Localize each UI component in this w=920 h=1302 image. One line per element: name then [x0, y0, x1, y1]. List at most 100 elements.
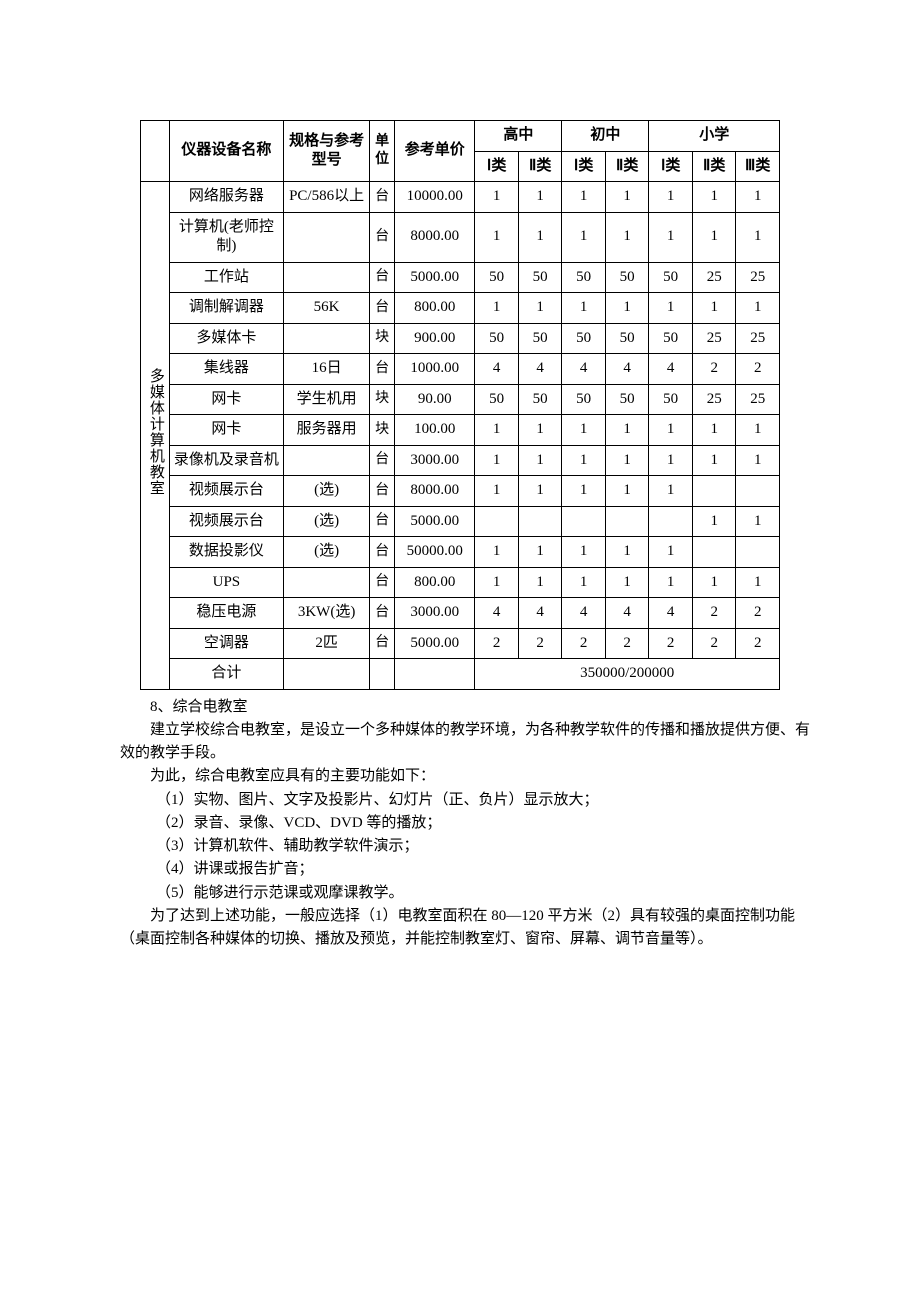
para-feature-3: （3）计算机软件、辅助教学软件演示；	[120, 835, 820, 858]
cell-qty: 1	[518, 182, 562, 213]
cell-name: 视频展示台	[169, 506, 284, 537]
cell-qty: 1	[475, 415, 519, 446]
cell-qty: 1	[562, 567, 606, 598]
cell-qty: 1	[692, 445, 736, 476]
cell-qty: 1	[475, 476, 519, 507]
cell-qty: 1	[518, 445, 562, 476]
cell-qty: 25	[736, 262, 780, 293]
table-row: 多媒体计算机教室网络服务器PC/586以上台10000.001111111	[141, 182, 780, 213]
cell-qty: 50	[518, 262, 562, 293]
cell-spec: 2匹	[284, 628, 370, 659]
header-ps-2: Ⅱ类	[692, 151, 736, 182]
cell-unit: 块	[370, 415, 395, 446]
cell-qty: 2	[692, 354, 736, 385]
cell-qty: 1	[692, 415, 736, 446]
header-ms-2: Ⅱ类	[605, 151, 649, 182]
cell-qty: 50	[649, 323, 693, 354]
para-features-lead: 为此，综合电教室应具有的主要功能如下：	[120, 765, 820, 788]
cell-qty: 1	[605, 567, 649, 598]
cell-name: 网络服务器	[169, 182, 284, 213]
cell-price: 800.00	[395, 567, 475, 598]
cell-name: 录像机及录音机	[169, 445, 284, 476]
cell-blank	[395, 659, 475, 690]
cell-name: 稳压电源	[169, 598, 284, 629]
cell-qty: 4	[562, 354, 606, 385]
cell-qty: 1	[649, 212, 693, 262]
table-row: 多媒体卡块900.0050505050502525	[141, 323, 780, 354]
cell-qty: 1	[562, 212, 606, 262]
cell-unit: 台	[370, 506, 395, 537]
cell-price: 800.00	[395, 293, 475, 324]
table-row: 数据投影仪(选)台50000.0011111	[141, 537, 780, 568]
header-price: 参考单价	[395, 121, 475, 182]
cell-unit: 台	[370, 598, 395, 629]
para-feature-2: （2）录音、录像、VCD、DVD 等的播放；	[120, 812, 820, 835]
cell-qty: 50	[518, 384, 562, 415]
cell-qty: 1	[562, 537, 606, 568]
table-row: 视频展示台(选)台8000.0011111	[141, 476, 780, 507]
cell-qty: 1	[605, 476, 649, 507]
cell-price: 5000.00	[395, 506, 475, 537]
cell-qty: 1	[605, 415, 649, 446]
cell-qty: 1	[649, 182, 693, 213]
header-group-ms: 初中	[562, 121, 649, 152]
cell-qty: 4	[518, 598, 562, 629]
cell-name: 视频展示台	[169, 476, 284, 507]
para-section-title: 8、综合电教室	[120, 696, 820, 719]
cell-unit: 台	[370, 445, 395, 476]
cell-qty: 4	[649, 354, 693, 385]
cell-qty: 1	[475, 445, 519, 476]
cell-price: 1000.00	[395, 354, 475, 385]
table-row: 计算机(老师控制)台8000.001111111	[141, 212, 780, 262]
cell-qty: 4	[475, 598, 519, 629]
cell-qty: 25	[692, 323, 736, 354]
cell-qty: 1	[736, 506, 780, 537]
table-row: 网卡服务器用块100.001111111	[141, 415, 780, 446]
cell-qty: 1	[475, 182, 519, 213]
cell-qty: 1	[518, 537, 562, 568]
cell-qty: 50	[562, 384, 606, 415]
cell-price: 90.00	[395, 384, 475, 415]
cell-qty	[692, 537, 736, 568]
para-feature-5: （5）能够进行示范课或观摩课教学。	[120, 882, 820, 905]
cell-price: 900.00	[395, 323, 475, 354]
cell-qty	[736, 537, 780, 568]
cell-qty: 1	[692, 293, 736, 324]
cell-name: 空调器	[169, 628, 284, 659]
cell-spec: 3KW(选)	[284, 598, 370, 629]
table-row: 稳压电源3KW(选)台3000.004444422	[141, 598, 780, 629]
cell-qty: 1	[692, 567, 736, 598]
header-group-ps: 小学	[649, 121, 780, 152]
cell-qty: 50	[562, 262, 606, 293]
cell-name: 计算机(老师控制)	[169, 212, 284, 262]
cell-qty: 4	[518, 354, 562, 385]
cell-qty: 4	[475, 354, 519, 385]
cell-qty: 2	[736, 598, 780, 629]
cell-unit: 块	[370, 323, 395, 354]
cell-qty: 2	[692, 628, 736, 659]
cell-qty: 1	[605, 537, 649, 568]
cell-price: 100.00	[395, 415, 475, 446]
cell-spec	[284, 323, 370, 354]
cell-qty: 50	[475, 262, 519, 293]
cell-total-label: 合计	[169, 659, 284, 690]
cell-unit: 台	[370, 293, 395, 324]
cell-qty: 1	[649, 476, 693, 507]
cell-qty	[475, 506, 519, 537]
cell-qty: 1	[475, 537, 519, 568]
table-row-total: 合计350000/200000	[141, 659, 780, 690]
cell-unit: 台	[370, 476, 395, 507]
cell-qty: 1	[518, 415, 562, 446]
cell-blank	[370, 659, 395, 690]
cell-spec	[284, 567, 370, 598]
cell-qty: 50	[605, 323, 649, 354]
cell-qty	[605, 506, 649, 537]
cell-qty: 1	[605, 212, 649, 262]
cell-spec: 56K	[284, 293, 370, 324]
cell-name: 工作站	[169, 262, 284, 293]
cell-spec: 16日	[284, 354, 370, 385]
cell-spec	[284, 445, 370, 476]
cell-qty: 4	[605, 598, 649, 629]
table-row: 录像机及录音机台3000.001111111	[141, 445, 780, 476]
cell-qty: 50	[605, 384, 649, 415]
